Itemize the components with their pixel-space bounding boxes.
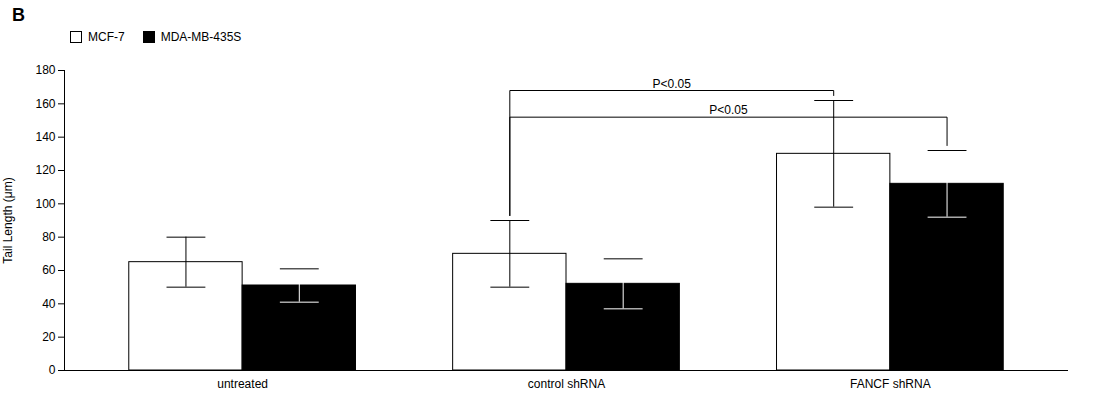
svg-text:Tail Length (μm): Tail Length (μm) [1, 177, 15, 263]
html-text:MCF-7: MCF-7 [88, 30, 125, 44]
svg-text:untreated: untreated [217, 377, 268, 391]
svg-text:60: 60 [42, 263, 56, 277]
svg-text:40: 40 [42, 297, 56, 311]
svg-text:100: 100 [35, 197, 55, 211]
svg-text:0: 0 [49, 363, 56, 377]
svg-text:140: 140 [35, 130, 55, 144]
svg-text:P<0.05: P<0.05 [709, 103, 748, 117]
svg-text:P<0.05: P<0.05 [653, 77, 692, 91]
svg-text:20: 20 [42, 330, 56, 344]
svg-text:control shRNA: control shRNA [528, 377, 605, 391]
svg-text:120: 120 [35, 163, 55, 177]
svg-text:160: 160 [35, 97, 55, 111]
svg-text:180: 180 [35, 63, 55, 77]
html-text:MDA-MB-435S: MDA-MB-435S [160, 30, 242, 44]
svg-text:FANCF shRNA: FANCF shRNA [850, 377, 931, 391]
html-text:B: B [12, 5, 25, 25]
svg-text:80: 80 [42, 230, 56, 244]
